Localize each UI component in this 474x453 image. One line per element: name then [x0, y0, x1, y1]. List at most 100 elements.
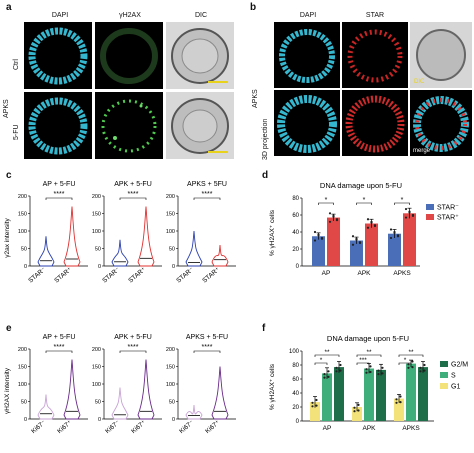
panel-a-label: a — [6, 2, 12, 13]
bar — [322, 373, 332, 421]
data-point — [389, 228, 393, 231]
data-point — [399, 401, 402, 404]
micrograph-b-star — [342, 22, 408, 88]
violin-1 — [63, 206, 81, 267]
y-axis-label: % γH2AX⁺ cells — [269, 363, 276, 410]
panel-b-row-3d: 3D projection — [262, 118, 269, 160]
panel-c-label: c — [6, 170, 12, 181]
legend-swatch — [426, 204, 434, 210]
data-point — [389, 236, 393, 240]
x-tick-label: APKS — [393, 270, 411, 277]
legend-label: S — [451, 373, 456, 380]
data-point — [323, 373, 326, 376]
panel-a-row-5fu: 5-FU — [13, 124, 20, 140]
y-tick-label: 200 — [92, 347, 101, 353]
panel-b-col-star: STAR — [365, 12, 385, 19]
y-tick-label: 150 — [166, 365, 175, 371]
bar — [327, 217, 340, 266]
legend-label: G2/M — [451, 362, 468, 369]
data-point — [335, 370, 338, 373]
bar — [312, 236, 325, 266]
sig-bracket — [314, 354, 340, 357]
data-point — [369, 365, 372, 368]
sig-bracket — [356, 362, 370, 365]
data-point — [339, 369, 342, 372]
panel-a-row-ctrl: Ctrl — [13, 59, 20, 70]
violin-1 — [137, 359, 155, 420]
y-tick-label: 60 — [292, 377, 299, 383]
legend-label: STAR⁺ — [437, 214, 459, 222]
sig-bracket — [318, 202, 334, 205]
y-tick-label: 100 — [289, 349, 300, 355]
x-tick-label: STAR⁻ — [101, 266, 121, 284]
data-point — [332, 215, 335, 218]
y-tick-label: 50 — [95, 247, 101, 253]
sig-label: ** — [324, 349, 330, 356]
y-axis-label: % γH2AX⁺ cells — [269, 209, 276, 256]
bar — [334, 367, 344, 421]
y-axis-label: γ2ax intensity — [4, 218, 11, 258]
data-point — [381, 366, 384, 369]
sig-label: ** — [366, 349, 372, 356]
micrograph-a-ctrl-dapi — [24, 22, 92, 89]
data-point — [353, 406, 356, 409]
y-tick-label: 0 — [172, 264, 175, 270]
data-point — [357, 409, 360, 412]
data-point — [393, 231, 396, 234]
x-tick-label: STAR⁺ — [201, 266, 221, 284]
sig-label: **** — [202, 191, 213, 198]
y-tick-label: 150 — [92, 212, 101, 218]
y-tick-label: 50 — [169, 400, 175, 406]
data-point — [320, 237, 324, 240]
violin-0 — [111, 239, 129, 267]
bar — [406, 363, 416, 421]
panel-a-group-label: APKS — [3, 99, 10, 118]
data-point — [404, 216, 408, 219]
data-point — [327, 370, 330, 373]
sig-bracket — [314, 362, 328, 365]
x-tick-label: Ki67⁻ — [30, 419, 47, 435]
data-point — [370, 221, 373, 224]
data-point — [315, 404, 318, 407]
x-tick-label: APK — [362, 425, 376, 432]
x-tick-label: STAR⁻ — [175, 266, 195, 284]
legend-label: G1 — [451, 384, 460, 391]
micrograph-b-dic: DIC — [410, 22, 472, 88]
micrograph-a-5fu-dic — [166, 92, 234, 159]
micrograph-b-3d-star — [342, 90, 408, 156]
violin-0 — [185, 404, 203, 420]
panel-a-col-dic: DIC — [194, 12, 208, 19]
y-tick-label: 0 — [296, 264, 300, 270]
y-tick-label: 80 — [292, 363, 299, 369]
bar — [352, 407, 362, 421]
y-tick-label: 200 — [166, 347, 175, 353]
sig-label: ** — [408, 349, 414, 356]
panel-d-label: d — [262, 170, 269, 181]
y-tick-label: 150 — [18, 365, 27, 371]
chart-title: DNA damage upon 5-FU — [327, 334, 409, 343]
sig-bracket — [193, 197, 221, 200]
bar — [403, 213, 416, 266]
subplot-title: APKS + 5FU — [187, 181, 227, 188]
data-point — [407, 366, 410, 369]
data-point — [395, 398, 398, 401]
sig-label: **** — [128, 191, 139, 198]
sig-label: *** — [359, 357, 367, 364]
subplot-title: AP + 5-FU — [43, 334, 76, 341]
x-tick-label: Ki67⁺ — [130, 419, 147, 435]
data-point — [423, 369, 426, 372]
data-point — [381, 372, 384, 375]
y-tick-label: 100 — [92, 382, 101, 388]
data-point — [351, 243, 355, 246]
bar — [365, 223, 378, 266]
y-tick-label: 200 — [166, 194, 175, 200]
x-tick-label: STAR⁻ — [27, 266, 47, 284]
y-tick-label: 100 — [166, 229, 175, 235]
y-tick-label: 200 — [92, 194, 101, 200]
y-tick-label: 40 — [292, 391, 299, 397]
legend-swatch — [440, 383, 448, 389]
y-tick-label: 0 — [24, 264, 27, 270]
y-tick-label: 0 — [296, 419, 300, 425]
x-tick-label: AP — [323, 425, 332, 432]
micrograph-a-ctrl-gh2ax — [95, 22, 163, 89]
